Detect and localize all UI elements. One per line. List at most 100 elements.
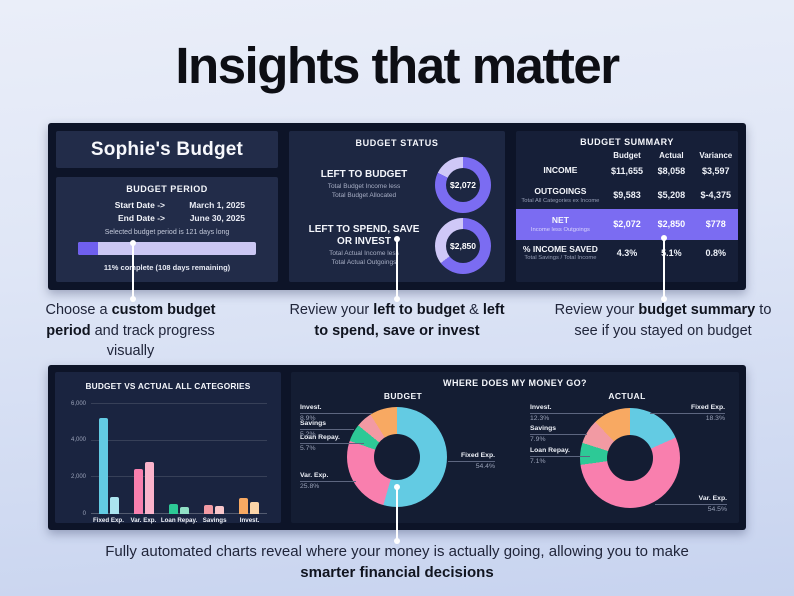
net-budget: $2,072 [613, 219, 641, 230]
donut-slice-pct: 8.9% [300, 415, 316, 423]
bar-group-Var. Exp. [126, 404, 161, 514]
actual-bar [250, 502, 260, 514]
income-variance: $3,597 [702, 166, 730, 176]
left-to-budget-text: LEFT TO BUDGET Total Budget Income less … [303, 169, 425, 200]
net-variance: $778 [705, 219, 726, 230]
donut-slice-label: Var. Exp. 25.8% [300, 472, 356, 492]
donut-slice-name: Savings [530, 425, 587, 436]
left-to-spend-sub: Total Actual Income less Total Actual Ou… [303, 250, 425, 268]
status-ring-1-value: $2,072 [446, 168, 480, 202]
left-to-spend-row: LEFT TO SPEND, SAVE OR INVEST Total Actu… [303, 218, 491, 274]
budget-bar [239, 498, 249, 514]
donut-slice-pct: 54.4% [475, 463, 495, 471]
bar-category-label: Loan Repay. [160, 517, 198, 524]
callout-dot [130, 296, 136, 302]
sheet-title-box: Sophie's Budget [56, 131, 278, 168]
summary-row-net: NET Income less Outgoings $2,072 $2,850 … [516, 208, 738, 240]
callout-dot [661, 235, 667, 241]
donut-slice-label: Loan Repay. 5.7% [300, 434, 364, 454]
callout-line-summary [663, 238, 665, 300]
callout-line-period [132, 243, 134, 300]
donut-slice-name: Fixed Exp. [650, 404, 725, 415]
donut-slice-pct: 25.8% [300, 483, 320, 491]
end-date-row: End Date -> June 30, 2025 [56, 213, 278, 223]
progress-bar [78, 242, 256, 255]
summary-col-budget: Budget [613, 151, 641, 160]
income-saved-actual: 5.1% [661, 247, 682, 258]
bar-chart-card: BUDGET VS ACTUAL ALL CATEGORIES 0 2,000 4,… [55, 372, 281, 524]
bar-group-Loan Repay. [161, 404, 196, 514]
summary-row-outgoings: OUTGOINGS Total All Categories ex Income… [516, 182, 738, 209]
outgoings-sublabel: Total All Categories ex Income [521, 197, 600, 204]
income-actual: $8,058 [657, 166, 686, 176]
gridline-6000: 6,000 [71, 401, 267, 407]
donut-slice-label: Savings 7.9% [530, 425, 587, 445]
donut-slice-name: Var. Exp. [655, 495, 727, 506]
actual-bar [144, 461, 154, 514]
callout-dot [394, 538, 400, 544]
budget-bar [169, 504, 178, 514]
donut-slice-name: Savings [300, 420, 354, 431]
bar-category-label: Savings [202, 517, 227, 524]
budget-period-heading: BUDGET PERIOD [126, 184, 208, 194]
caption-budget-period: Choose a custom budget period and track … [45, 302, 216, 360]
donut-slice-pct: 7.9% [530, 436, 546, 444]
status-ring-2-value: $2,850 [446, 229, 480, 263]
budget-donut-title: BUDGET [383, 391, 423, 401]
left-to-spend-text: LEFT TO SPEND, SAVE OR INVEST Total Actu… [303, 224, 425, 267]
status-ring-1: $2,072 [435, 157, 491, 213]
sheet-title: Sophie's Budget [90, 138, 244, 160]
left-to-budget-sub2: Total Budget Allocated [331, 191, 397, 199]
donut-slice-label: Invest. 12.3% [530, 404, 603, 424]
bar-group-Fixed Exp. [91, 404, 126, 514]
callout-dot [394, 296, 400, 302]
bar-group-Invest. [232, 404, 267, 514]
left-to-budget-row: LEFT TO BUDGET Total Budget Income less … [303, 157, 491, 213]
income-saved-label: % INCOME SAVED [522, 243, 598, 254]
gridline-4000: 4,000 [71, 437, 267, 443]
donut-slice-label: Invest. 8.9% [300, 404, 372, 424]
donut-slice-name: Loan Repay. [300, 434, 364, 445]
bar-category-label: Fixed Exp. [92, 517, 124, 524]
net-label: NET [551, 214, 569, 225]
callout-line-charts [396, 487, 398, 542]
budget-donut-box: BUDGET Fixed Exp. 54.4% Var. Exp. 25.8% Loan… [291, 372, 515, 523]
left-to-spend-heading: LEFT TO SPEND, SAVE OR INVEST [308, 224, 420, 248]
income-label: INCOME [543, 165, 578, 176]
callout-dot [130, 240, 136, 246]
budget-summary-card: BUDGET SUMMARY Budget Actual Variance IN… [516, 131, 738, 282]
caption-charts: Fully automated charts reveal where your… [105, 543, 689, 582]
outgoings-actual: $5,208 [657, 190, 686, 201]
outgoings-variance: $-4,375 [700, 190, 732, 201]
donut-slice-pct: 5.2% [300, 431, 316, 439]
progress-bar-fill [78, 242, 98, 255]
donut-slice-pct: 54.5% [707, 506, 727, 514]
end-date-value: June 30, 2025 [189, 213, 245, 223]
bar-groups [91, 404, 267, 514]
summary-col-variance: Variance [699, 151, 733, 160]
donut-slice-label: Fixed Exp. 54.4% [448, 452, 495, 472]
y-tick-label: 2,000 [70, 473, 86, 480]
actual-bar [180, 507, 189, 514]
donut-slice-label: Var. Exp. 54.5% [655, 495, 727, 515]
income-saved-sublabel: Total Savings / Total Income [524, 255, 597, 262]
donut-slice-pct: 18.3% [705, 415, 725, 423]
donut-slice-label: Loan Repay. 7.1% [530, 447, 590, 467]
income-budget: $11,655 [610, 166, 644, 176]
outgoings-label-cell: OUTGOINGS Total All Categories ex Income [516, 186, 605, 204]
income-saved-variance: 0.8% [705, 247, 727, 258]
callout-line-status [396, 239, 398, 300]
budget-summary-heading: BUDGET SUMMARY [580, 137, 674, 147]
donut-slice-name: Invest. [530, 404, 603, 415]
caption-budget-summary: Review your budget summary to see if you… [554, 302, 772, 339]
actual-bar [215, 506, 225, 514]
left-to-spend-sub1: Total Actual Income less [329, 250, 399, 258]
left-to-budget-sub1: Total Budget Income less [327, 183, 401, 191]
donut-chart-card: WHERE DOES MY MONEY GO? BUDGET Fixed Exp… [291, 372, 739, 523]
left-to-budget-sub: Total Budget Income less Total Budget Al… [303, 183, 425, 201]
callout-dot [661, 296, 667, 302]
donut-slice-name: Invest. [300, 404, 372, 415]
budget-bar [133, 468, 143, 514]
net-label-cell: NET Income less Outgoings [516, 214, 605, 233]
